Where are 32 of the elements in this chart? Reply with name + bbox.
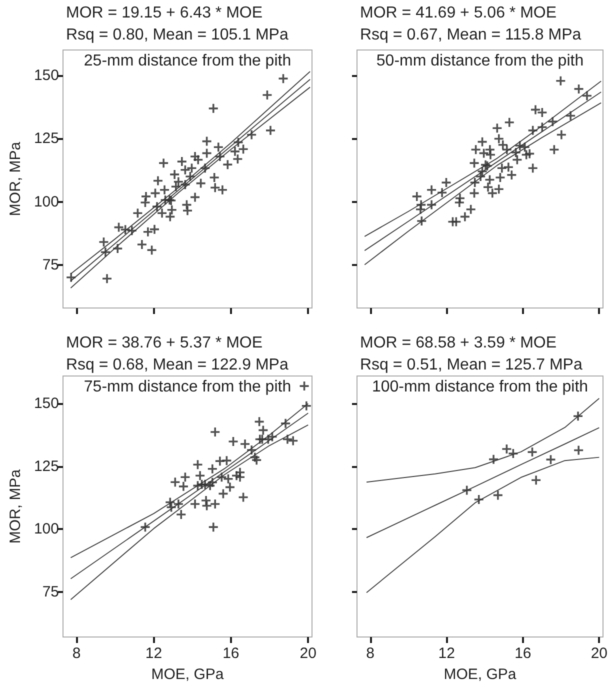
y-tick-label: 75 [42,256,59,274]
y-axis-title: MOR, MPa [7,141,24,216]
y-tick-label: 150 [34,66,59,84]
y-tick-label: 150 [34,395,59,412]
x-tick-label: 12 [438,645,455,662]
y-tick-label: 75 [42,583,59,600]
x-tick-label: 20 [300,645,316,662]
y-tick-label: 125 [34,458,59,475]
x-tick-label: 8 [366,645,375,662]
chart-title: MOR = 68.58 + 3.59 * MOE [360,334,557,352]
chart-title: MOR = 41.69 + 5.06 * MOE [360,4,557,22]
chart-title: MOR = 38.76 + 5.37 * MOE [66,334,263,352]
x-axis-title: MOE, GPa [444,666,517,683]
chart-subtitle: Rsq = 0.51, Mean = 125.7 MPa [360,356,582,374]
chart-subtitle: Rsq = 0.80, Mean = 105.1 MPa [66,26,288,44]
y-axis-title: MOR, MPa [7,468,24,544]
x-tick-label: 16 [222,645,240,662]
y-tick-label: 100 [34,193,59,210]
annotation: 25-mm distance from the pith [84,52,292,70]
chart-subtitle: Rsq = 0.68, Mean = 122.9 MPa [66,356,288,374]
chart-subtitle: Rsq = 0.67, Mean = 115.8 MPa [360,26,582,44]
annotation: 100-mm distance from the pith [372,378,588,396]
y-tick-label: 125 [34,130,59,148]
x-tick-label: 16 [514,645,532,662]
x-tick-label: 12 [145,645,162,662]
x-tick-label: 20 [590,645,608,662]
y-tick-label: 100 [34,520,59,538]
x-tick-label: 8 [72,645,81,662]
annotation: 50-mm distance from the pith [376,52,584,70]
annotation: 75-mm distance from the pith [84,378,292,396]
x-axis-title: MOE, GPa [151,666,224,683]
chart-title: MOR = 19.15 + 6.43 * MOE [66,4,263,22]
